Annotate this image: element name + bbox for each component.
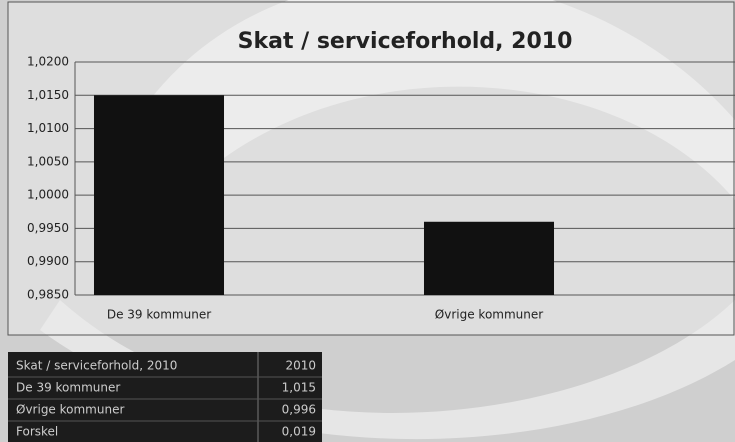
x-tick-label: Øvrige kommuner <box>435 308 543 322</box>
table-cell: 0,019 <box>282 425 316 439</box>
y-tick-label: 0,9850 <box>27 288 69 302</box>
table-cell: Øvrige kommuner <box>16 403 124 417</box>
y-tick-label: 0,9900 <box>27 254 69 268</box>
chart-title: Skat / serviceforhold, 2010 <box>238 29 573 54</box>
table-cell: De 39 kommuner <box>16 381 120 395</box>
y-tick-label: 1,0200 <box>27 55 69 69</box>
bar <box>93 95 225 296</box>
y-tick-label: 1,0000 <box>27 188 69 202</box>
y-tick-label: 0,9950 <box>27 221 69 235</box>
table-cell: Forskel <box>16 425 58 439</box>
table-cell: 2010 <box>285 359 316 373</box>
table-cell: 1,015 <box>282 381 316 395</box>
bar <box>423 221 555 295</box>
y-tick-label: 1,0050 <box>27 154 69 168</box>
table-background <box>8 352 322 442</box>
y-tick-label: 1,0150 <box>27 88 69 102</box>
table-cell: 0,996 <box>282 403 316 417</box>
table-cell: Skat / serviceforhold, 2010 <box>16 359 177 373</box>
x-tick-label: De 39 kommuner <box>107 308 211 322</box>
y-tick-label: 1,0100 <box>27 121 69 135</box>
